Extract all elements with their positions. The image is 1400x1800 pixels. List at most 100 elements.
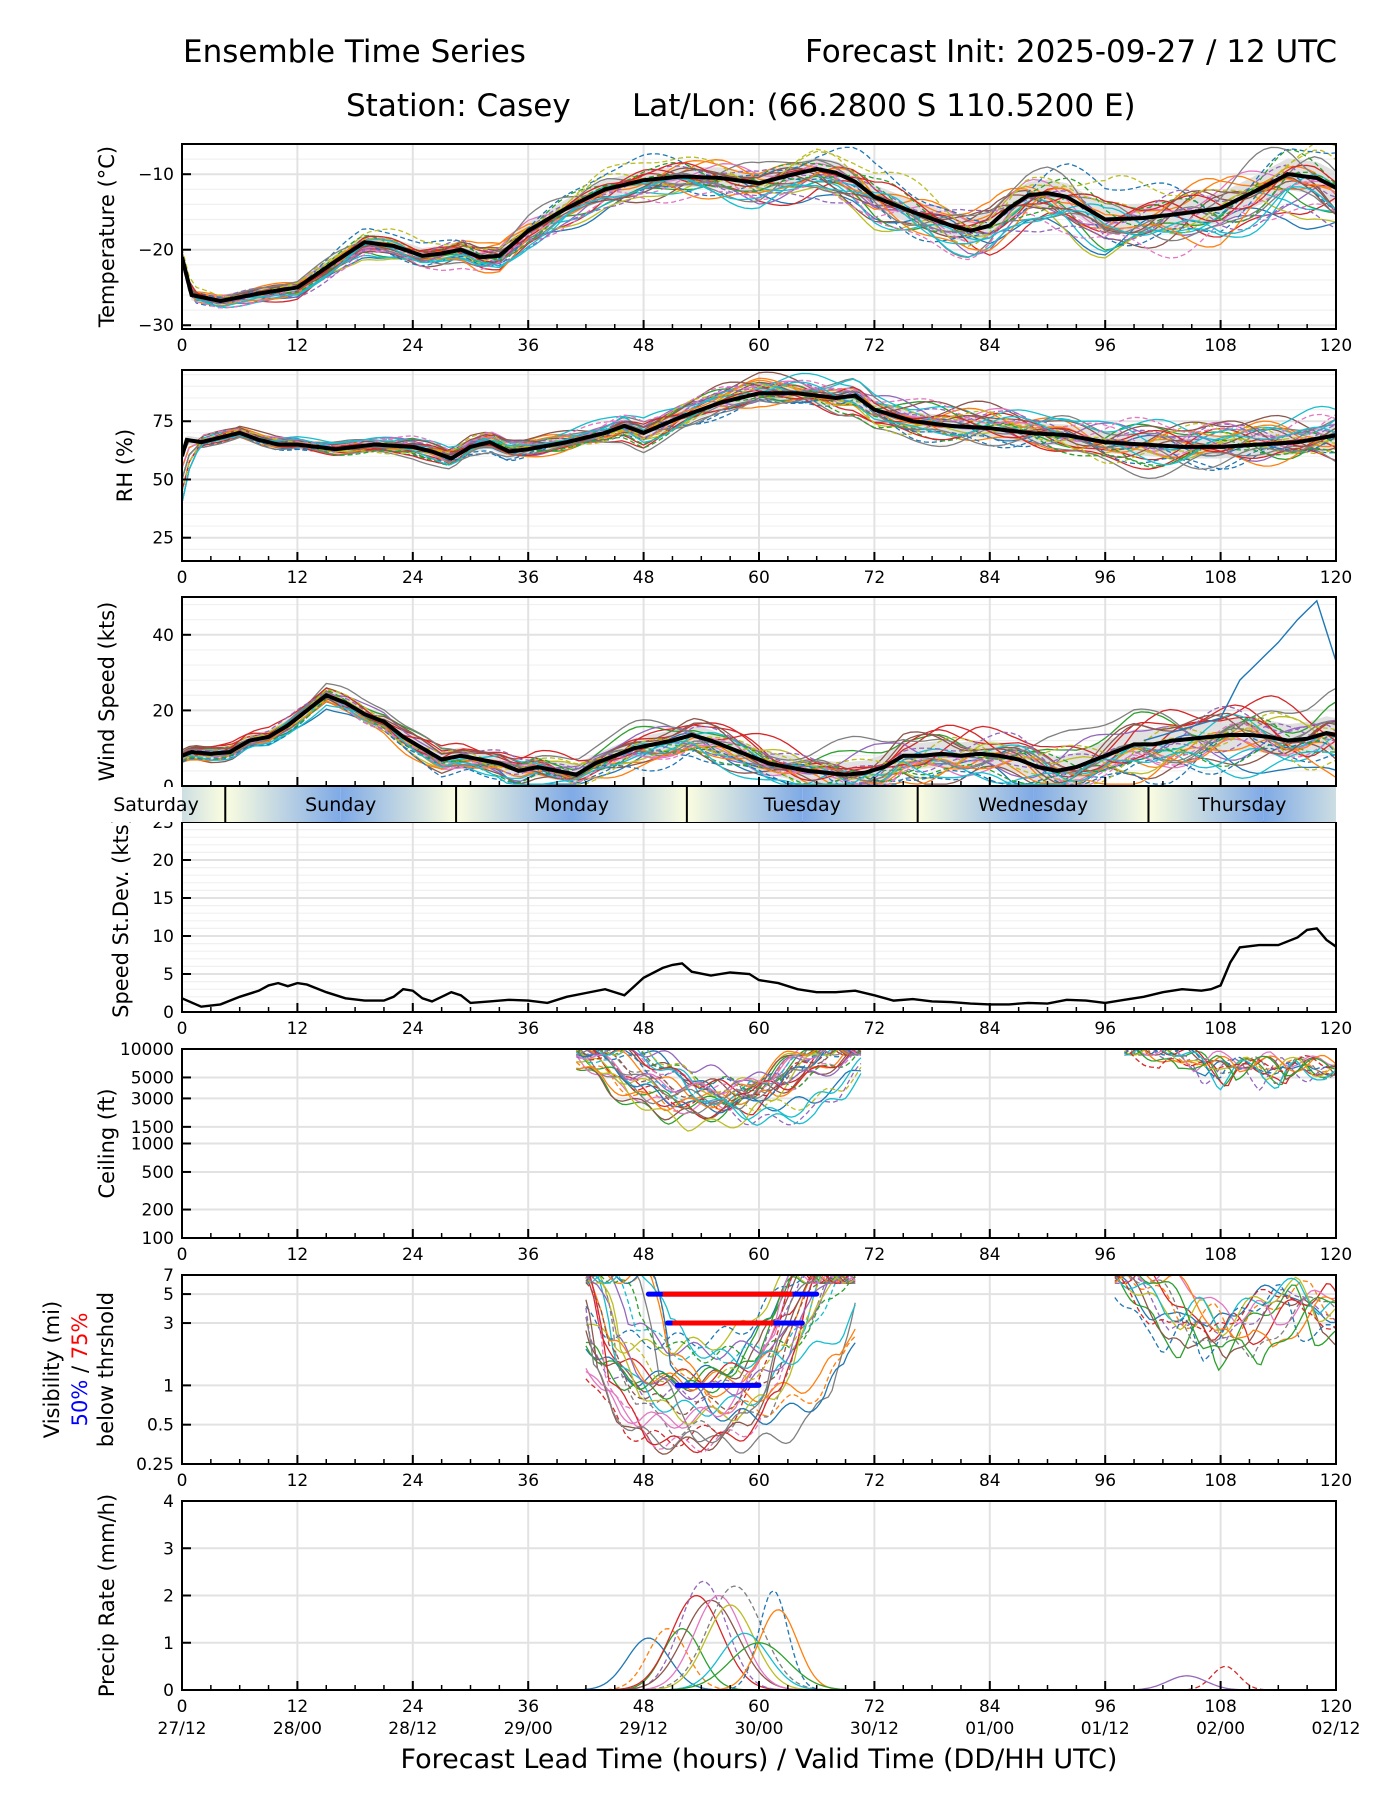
- legend-separator: /: [68, 1359, 92, 1379]
- ensemble-member-line: [182, 392, 1336, 480]
- y-tick-label: 0.25: [136, 1455, 174, 1475]
- ensemble-member-line: [592, 1049, 862, 1126]
- legend-75-percent: 75%: [68, 1313, 92, 1360]
- x-tick-label: 48: [633, 1245, 655, 1265]
- x-tick-label: 84: [979, 1245, 1001, 1265]
- ensemble-member-line: [576, 1049, 862, 1096]
- x-tick-label: 84: [979, 336, 1001, 356]
- ensemble-member-line: [1114, 1275, 1336, 1348]
- x-tick-label: 48: [633, 568, 655, 588]
- x-tick-label: 84: [979, 1471, 1001, 1491]
- ensemble-member-line: [1114, 1275, 1336, 1335]
- x-tick-valid-label: 27/12: [158, 1719, 207, 1739]
- x-tick-valid-label: 28/00: [273, 1719, 322, 1739]
- x-tick-label: 120: [1320, 1245, 1352, 1265]
- ensemble-member-line: [182, 694, 1336, 782]
- x-tick-label: 12: [287, 336, 309, 356]
- x-tick-label: 12: [287, 1245, 309, 1265]
- y-axis-label: Wind Speed (kts): [95, 602, 119, 782]
- x-tick-label: 36: [517, 568, 539, 588]
- y-axis-label: Precip Rate (mm/h): [95, 1494, 119, 1697]
- x-tick-label: 96: [1094, 1019, 1116, 1039]
- x-tick-label: 0: [177, 1019, 188, 1039]
- ensemble-member-line: [1124, 1049, 1336, 1080]
- y-axis-label: Ceiling (ft): [95, 1088, 119, 1198]
- precip-member-line: [643, 1642, 875, 1690]
- ensemble-member-line: [182, 689, 1336, 783]
- x-tick-valid-label: 02/00: [1196, 1719, 1245, 1739]
- x-tick-valid-label: 29/12: [619, 1719, 668, 1739]
- panel-temperature: −30 −20 −10 0 12 24 36 48 60 72 84 96 108 120 Temperat…: [95, 143, 1352, 356]
- x-tick-valid-label: 02/12: [1312, 1719, 1361, 1739]
- day-label: Sunday: [305, 794, 376, 816]
- x-tick-label: 60: [748, 568, 770, 588]
- x-tick-label: 60: [748, 1019, 770, 1039]
- x-tick-label: 120: [1320, 336, 1352, 356]
- x-tick-label: 96: [1094, 568, 1116, 588]
- x-tick-label: 36: [517, 336, 539, 356]
- precip-member-line: [715, 1590, 832, 1690]
- y-tick-label: −30: [138, 316, 174, 336]
- ensemble-member-line: [182, 687, 1336, 771]
- x-tick-label: 72: [864, 1471, 886, 1491]
- plot-area-precip: [563, 1580, 1279, 1690]
- ensemble-member-line: [585, 1275, 840, 1425]
- x-tick-label: 108: [1204, 336, 1236, 356]
- x-tick-valid-label: 01/00: [965, 1719, 1014, 1739]
- y-tick-label: −20: [138, 241, 174, 261]
- ensemble-member-line: [182, 688, 1336, 771]
- precip-member-line: [622, 1594, 813, 1690]
- x-tick-label: 72: [864, 1697, 886, 1717]
- ensemble-member-line: [599, 1275, 856, 1364]
- y-tick-label: 0: [163, 1681, 174, 1701]
- x-tick-label: 12: [287, 1019, 309, 1039]
- panel-precip: 01234027/121228/002428/123629/004829/126…: [95, 1492, 1361, 1775]
- ensemble-member-line: [591, 1049, 855, 1095]
- x-tick-label: 72: [864, 1019, 886, 1039]
- y-axis-label: Visibility (mi): [40, 1301, 64, 1438]
- x-tick-label: 60: [748, 336, 770, 356]
- ensemble-member-line: [182, 692, 1336, 785]
- y-tick-label: 40: [152, 626, 174, 646]
- x-tick-label: 24: [402, 568, 424, 588]
- x-tick-valid-label: 01/12: [1081, 1719, 1130, 1739]
- x-tick-valid-label: 30/12: [850, 1719, 899, 1739]
- ensemble-member-line: [598, 1275, 856, 1388]
- y-tick-label: 500: [142, 1163, 174, 1183]
- outlier-member-line: [1143, 599, 1336, 742]
- ensemble-member-line: [576, 1049, 862, 1105]
- x-tick-label: 84: [979, 1697, 1001, 1717]
- x-tick-label: 12: [287, 568, 309, 588]
- y-tick-label: 10: [152, 927, 174, 947]
- y-axis-label: Speed St.Dev. (kts): [109, 816, 133, 1018]
- x-tick-label: 84: [979, 568, 1001, 588]
- x-tick-label: 108: [1204, 1245, 1236, 1265]
- ensemble-member-line: [1114, 1277, 1336, 1342]
- precip-member-line: [627, 1585, 841, 1690]
- y-tick-label: 5000: [131, 1068, 174, 1088]
- panel-rh: 25 50 75 0 12 24 36 48 60 72 84 96 108 120 RH (%): [113, 369, 1352, 588]
- ensemble-member-line: [589, 1275, 850, 1454]
- y-tick-label: 1: [163, 1376, 174, 1396]
- y-tick-label: −10: [138, 165, 174, 185]
- ensemble-member-line: [585, 1275, 856, 1450]
- ensemble-member-line: [182, 177, 1336, 303]
- y-tick-label: 100: [142, 1229, 174, 1249]
- y-tick-label: 20: [152, 851, 174, 871]
- x-tick-label: 48: [633, 1019, 655, 1039]
- y-tick-label: 0: [163, 1003, 174, 1023]
- latlon-label: Lat/Lon: (66.2800 S 110.5200 E): [632, 88, 1136, 124]
- x-tick-label: 36: [517, 1471, 539, 1491]
- y-tick-label: 5: [163, 965, 174, 985]
- plot-area-visibility: [585, 1275, 1336, 1455]
- y-tick-label: 7: [163, 1266, 174, 1286]
- x-tick-label: 60: [748, 1471, 770, 1491]
- y-tick-label: 20: [152, 701, 174, 721]
- x-tick-label: 108: [1204, 1697, 1236, 1717]
- y-tick-label: 75: [152, 412, 174, 432]
- ensemble-member-line: [585, 1275, 838, 1391]
- x-tick-label: 12: [287, 1697, 309, 1717]
- ensemble-member-line: [593, 1049, 862, 1121]
